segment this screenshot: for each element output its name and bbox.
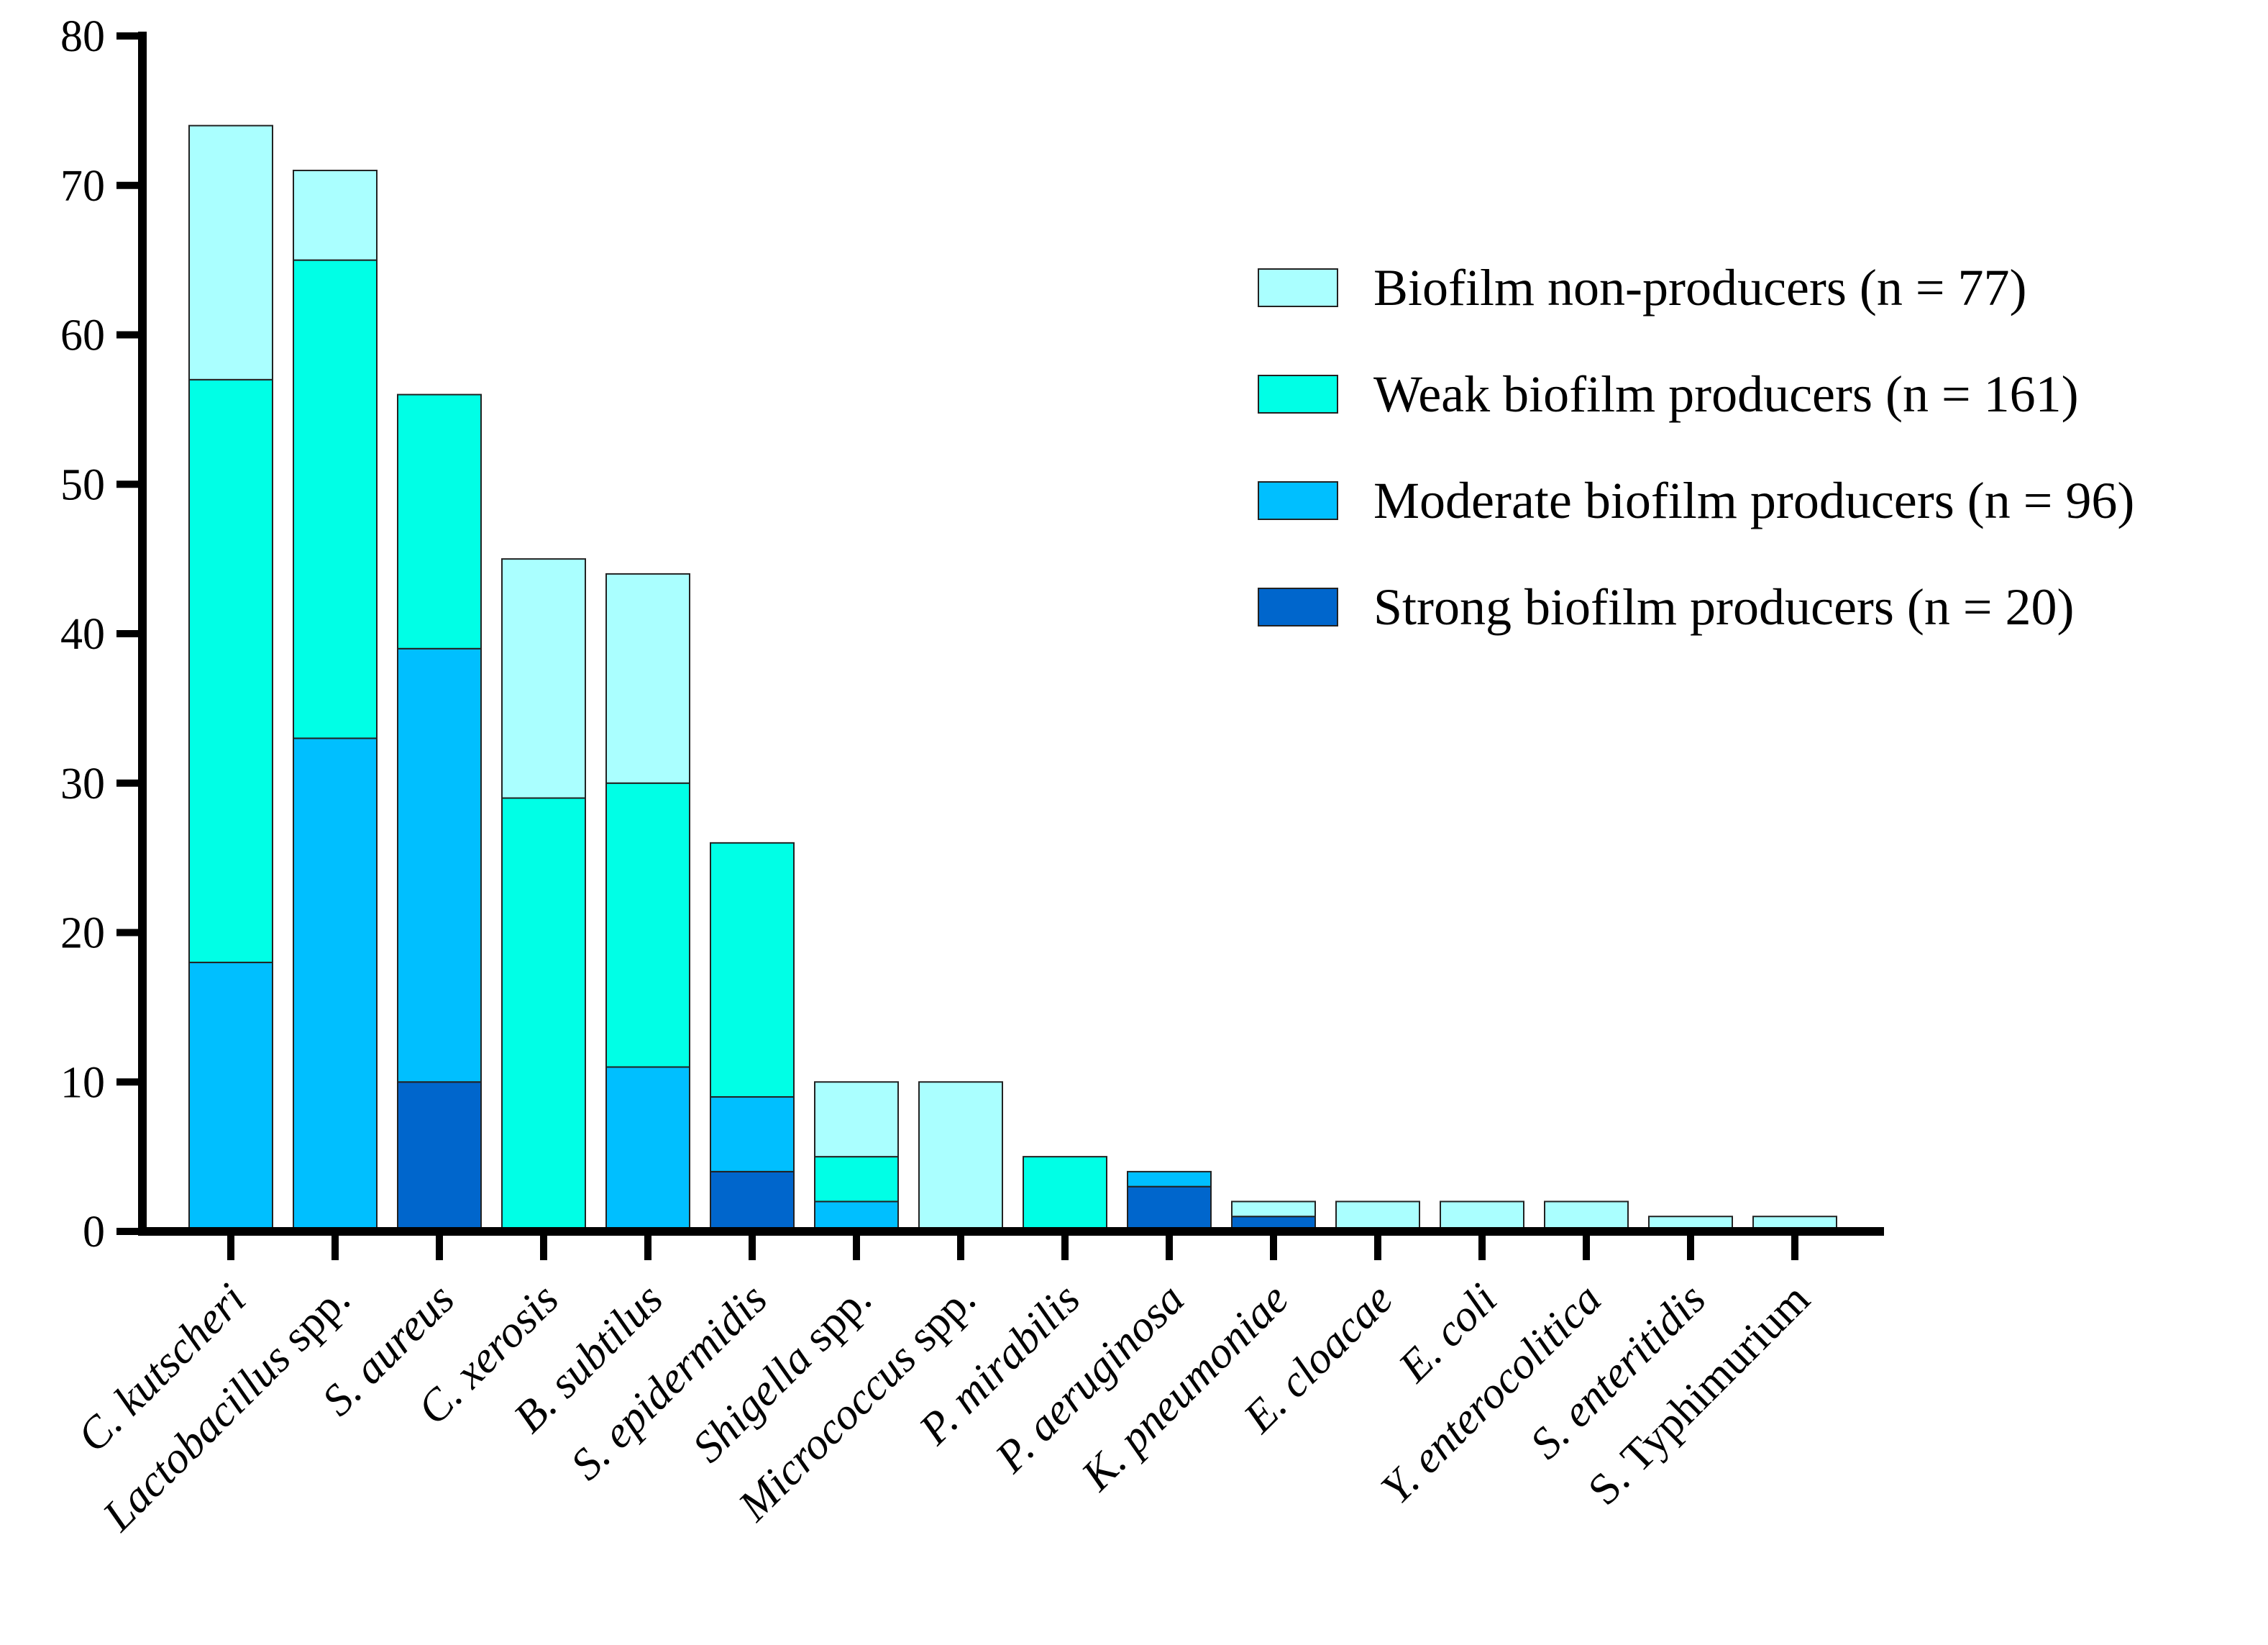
y-tick-label: 0 (83, 1208, 105, 1257)
bar-segment (1544, 1200, 1629, 1232)
y-tick-label: 10 (60, 1058, 105, 1107)
bar-segment (710, 842, 795, 1098)
bar-segment (397, 647, 482, 1083)
legend-label: Strong biofilm producers (n = 20) (1373, 578, 2074, 636)
bar-segment (605, 782, 690, 1068)
bar-segment (397, 393, 482, 650)
bar-segment (605, 1066, 690, 1232)
bar-segment (814, 1200, 899, 1232)
legend-label: Moderate biofilm producers (n = 96) (1373, 472, 2134, 529)
legend-swatch (1258, 588, 1338, 626)
legend-swatch (1258, 375, 1338, 414)
bar-segment (501, 797, 586, 1232)
bar-segment (293, 259, 378, 739)
bar-segment (1023, 1156, 1107, 1232)
bar-segment (397, 1081, 482, 1232)
legend-swatch (1258, 481, 1338, 520)
y-tick-label: 30 (60, 760, 105, 808)
bar-segment (605, 573, 690, 784)
y-tick-label: 20 (60, 909, 105, 958)
bar-segment (1231, 1200, 1316, 1218)
y-tick-label: 50 (60, 460, 105, 509)
bar-segment (710, 1170, 795, 1233)
bar-segment (1127, 1185, 1212, 1233)
bar-segment (188, 962, 273, 1233)
y-tick-label: 80 (60, 12, 105, 61)
bar-segment (293, 737, 378, 1233)
y-tick-label: 70 (60, 162, 105, 211)
legend-label: Biofilm non-producers (n = 77) (1373, 259, 2026, 316)
y-axis-ticks: 0 10 20 30 40 50 60 70 80 (60, 12, 142, 1257)
bar-segment (918, 1081, 1003, 1232)
bar-segment (814, 1081, 899, 1158)
legend-label: Weak biofilm producers (n = 161) (1373, 365, 2079, 423)
bar-segment (710, 1096, 795, 1172)
bar-segment (1127, 1170, 1212, 1188)
y-tick-label: 60 (60, 311, 105, 360)
bar-segment (188, 378, 273, 964)
bar-segment (1335, 1200, 1420, 1232)
legend: Biofilm non-producers (n = 77) Weak biofi… (1258, 259, 2134, 636)
y-tick-label: 40 (60, 610, 105, 659)
bar-segment (1440, 1200, 1524, 1232)
legend-swatch (1258, 268, 1338, 307)
bar-segment (188, 124, 273, 381)
bar-segment (814, 1156, 899, 1203)
bar-segment (501, 558, 586, 799)
bar-segment (293, 169, 378, 261)
